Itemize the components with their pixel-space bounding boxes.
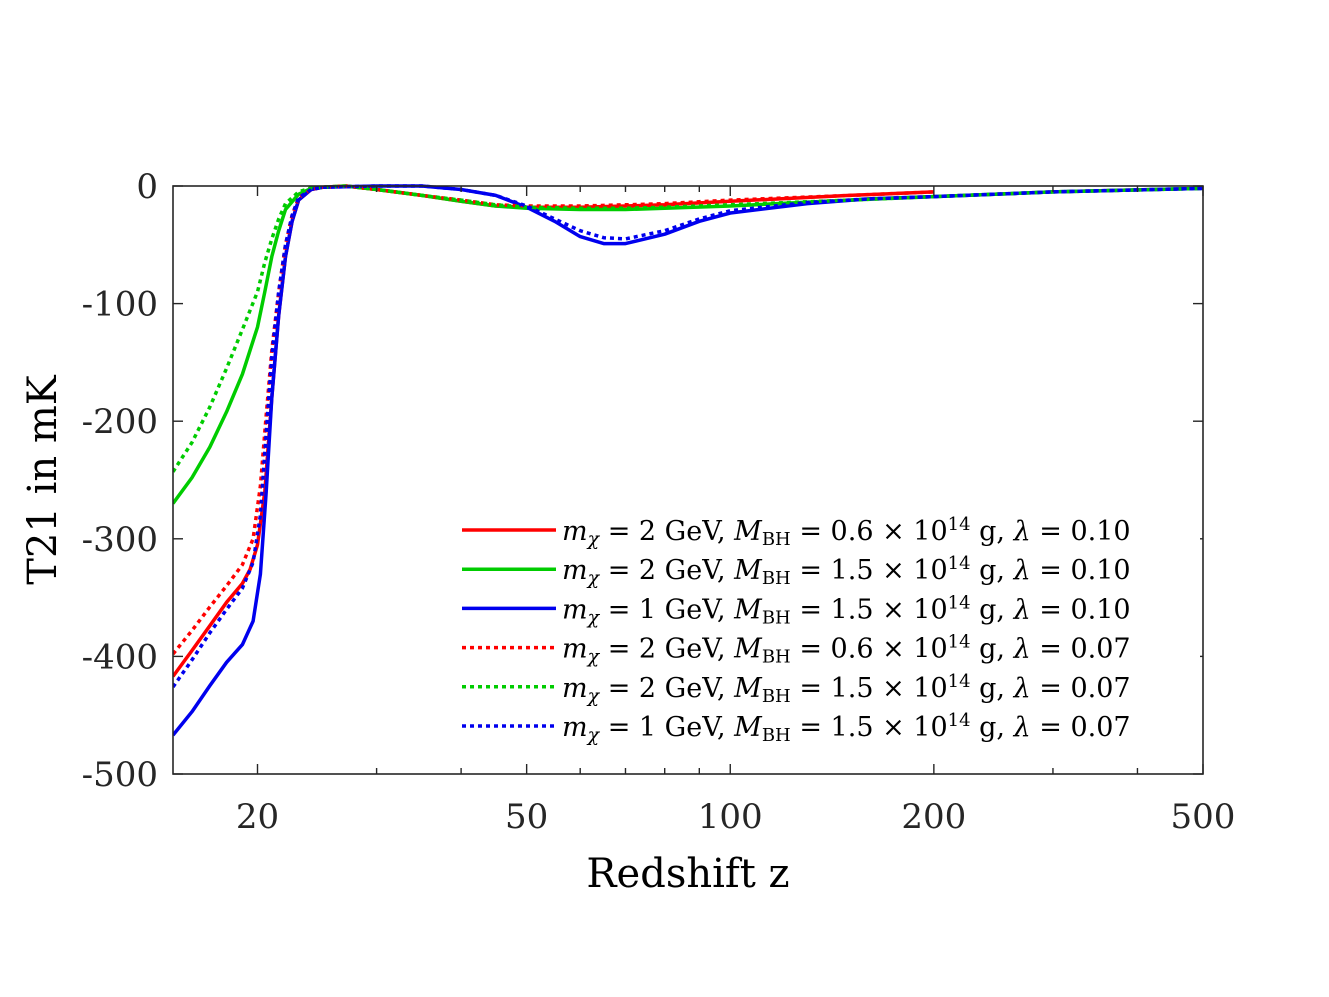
x-axis-label: Redshift z: [586, 851, 789, 897]
legend-entry-3: mχ = 1 GeV, MBH = 1.5 × 1014 g, λ = 0.10: [562, 592, 1131, 628]
legend-entry-6: mχ = 1 GeV, MBH = 1.5 × 1014 g, λ = 0.07: [562, 710, 1131, 746]
legend-entry-1: mχ = 2 GeV, MBH = 0.6 × 1014 g, λ = 0.10: [562, 514, 1131, 550]
legend-entry-2: mχ = 2 GeV, MBH = 1.5 × 1014 g, λ = 0.10: [562, 553, 1131, 589]
series-line-4: [173, 184, 934, 656]
x-tick-label: 200: [901, 797, 966, 837]
x-tick-label: 500: [1171, 797, 1236, 837]
plot-area-frame: [172, 185, 1204, 775]
y-tick-label: -400: [82, 637, 158, 677]
series-line-5: [173, 184, 1203, 473]
y-tick-label: 0: [136, 167, 158, 207]
legend-box: [455, 509, 1200, 743]
y-tick-label: -500: [82, 755, 158, 795]
y-axis-label: T21 in mK: [20, 374, 66, 584]
x-tick-label: 100: [698, 797, 763, 837]
legend-entry-4: mχ = 2 GeV, MBH = 0.6 × 1014 g, λ = 0.07: [562, 631, 1131, 667]
x-tick-label: 20: [236, 797, 279, 837]
y-tick-label: -200: [82, 402, 158, 442]
x-tick-label: 50: [505, 797, 548, 837]
axis-tick-labels: 20 50 100 200 500 0 -100 -200 -300 -400 -500: [82, 167, 1236, 837]
y-tick-label: -300: [82, 520, 158, 560]
legend-entry-5: mχ = 2 GeV, MBH = 1.5 × 1014 g, λ = 0.07: [562, 670, 1131, 706]
y-tick-label: -100: [82, 285, 158, 325]
series-line-2: [173, 184, 1203, 505]
legend: mχ = 2 GeV, MBH = 0.6 × 1014 g, λ = 0.10…: [455, 509, 1200, 746]
